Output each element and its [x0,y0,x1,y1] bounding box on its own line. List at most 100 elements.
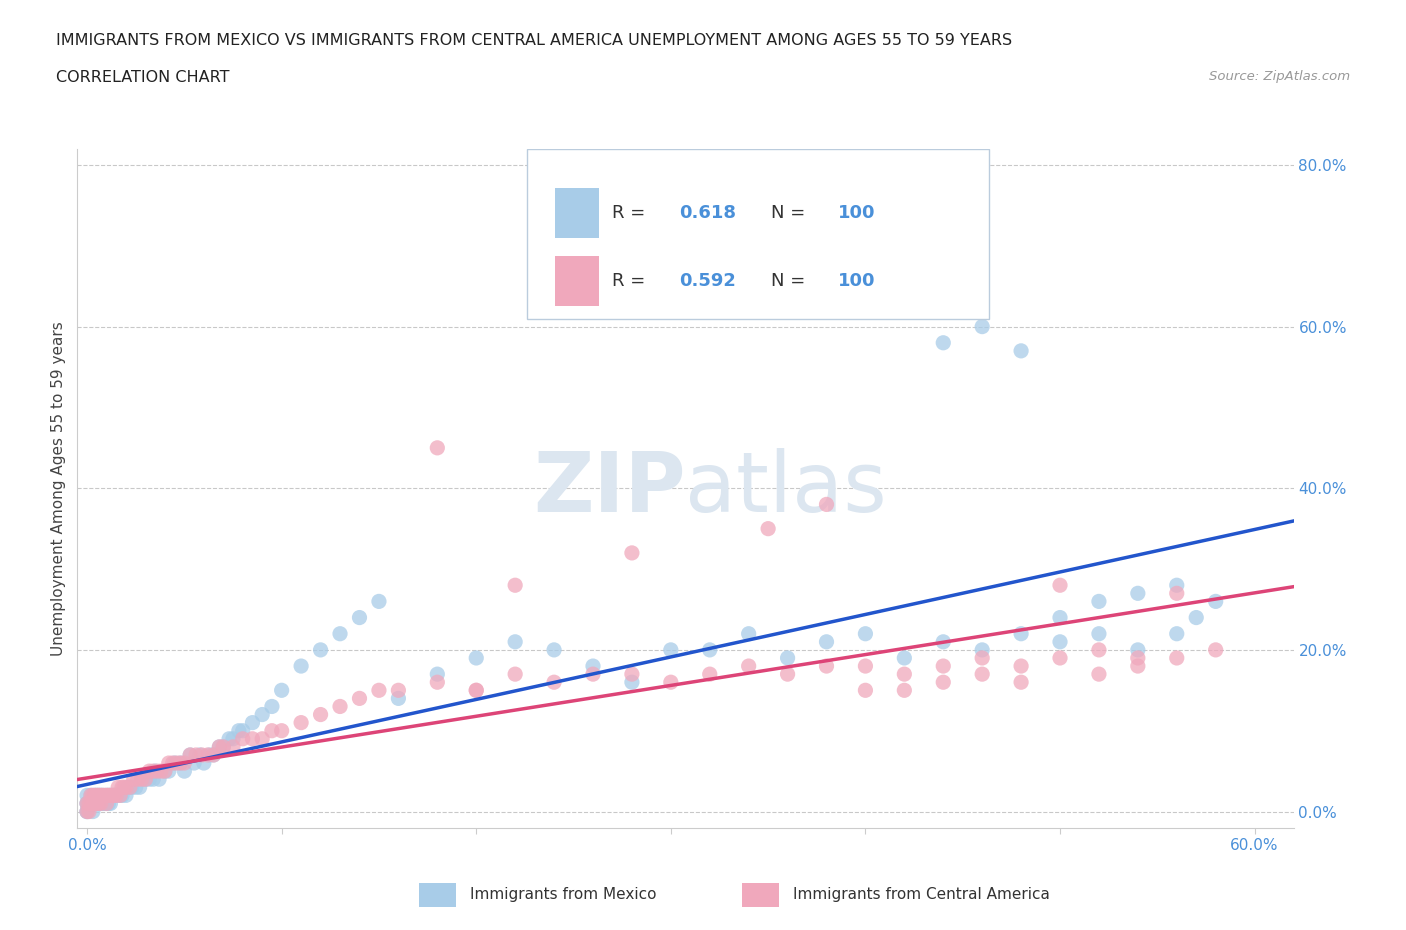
Point [270,724,292,738]
Point [756,521,779,536]
Point [93,796,115,811]
Text: 0.592: 0.592 [679,272,737,290]
Text: Immigrants from Mexico: Immigrants from Mexico [470,887,657,902]
Point [1010,675,1032,690]
Point [134,772,156,787]
Point [815,497,838,512]
Point [1049,578,1071,592]
Point [972,319,994,334]
Point [329,626,352,641]
Point [96,796,118,811]
Point [100,788,122,803]
Point [142,772,165,787]
FancyBboxPatch shape [555,256,599,306]
Point [426,441,449,456]
Point [112,780,135,795]
Point [776,651,799,666]
Point [77,804,100,819]
Point [893,683,915,698]
Point [82,796,104,811]
Point [87,788,110,803]
Point [893,667,915,682]
Point [121,780,143,795]
Point [465,683,488,698]
Point [91,796,114,811]
Point [76,804,98,819]
Point [76,796,98,811]
Point [169,755,191,770]
Point [80,796,103,811]
Point [90,796,112,811]
Point [972,643,994,658]
Point [157,764,180,778]
Point [932,675,955,690]
Point [76,788,98,803]
Point [932,336,955,351]
Text: atlas: atlas [686,447,887,529]
Point [105,788,128,803]
Point [198,748,221,763]
Point [659,675,682,690]
Text: Source: ZipAtlas.com: Source: ZipAtlas.com [1209,70,1350,83]
Text: Immigrants from Central America: Immigrants from Central America [793,887,1050,902]
Point [1126,586,1149,601]
FancyBboxPatch shape [527,149,990,318]
Point [197,748,219,763]
Point [76,796,98,811]
FancyBboxPatch shape [555,188,599,238]
Text: R =: R = [613,205,651,222]
Point [620,546,643,561]
Point [222,739,245,754]
Point [349,691,371,706]
Point [737,658,759,673]
Point [222,731,245,746]
Text: ZIP: ZIP [533,447,686,529]
Point [232,724,254,738]
Point [426,675,449,690]
Point [212,739,235,754]
Point [162,755,184,770]
Point [290,715,312,730]
Point [128,780,150,795]
Text: 100: 100 [838,205,875,222]
Point [138,764,160,778]
Point [1010,658,1032,673]
Text: R =: R = [613,272,651,290]
Point [368,683,391,698]
Point [100,796,122,811]
Point [173,764,195,778]
Point [91,788,114,803]
Point [1049,651,1071,666]
Point [103,788,125,803]
Point [138,772,160,787]
Point [972,651,994,666]
Point [659,643,682,658]
Point [582,658,605,673]
Point [193,755,215,770]
Point [111,788,134,803]
Point [87,796,110,811]
Point [96,788,118,803]
Point [1126,651,1149,666]
Y-axis label: Unemployment Among Ages 55 to 59 years: Unemployment Among Ages 55 to 59 years [51,321,66,656]
Point [232,731,254,746]
Point [143,764,166,778]
Point [87,788,110,803]
Point [107,788,129,803]
Point [855,683,877,698]
Text: 0.618: 0.618 [679,205,737,222]
Point [179,748,201,763]
Point [76,804,98,819]
Point [1205,643,1227,658]
Point [250,731,273,746]
Point [465,683,488,698]
Point [1010,343,1032,358]
Point [76,796,98,811]
Point [212,739,235,754]
Point [202,748,225,763]
Point [228,724,250,738]
Point [543,643,565,658]
Point [1166,586,1188,601]
Point [103,788,125,803]
Point [100,788,122,803]
